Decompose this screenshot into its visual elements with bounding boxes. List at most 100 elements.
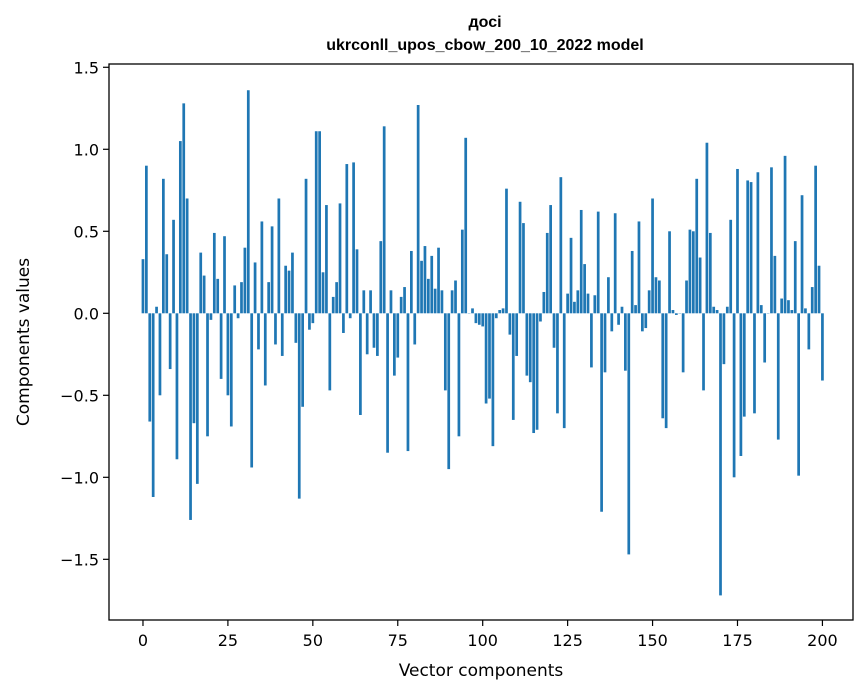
bar-180 <box>753 313 756 414</box>
bar-187 <box>776 313 780 440</box>
bar-51 <box>314 131 318 314</box>
bar-162 <box>691 231 695 314</box>
y-tick-label: 1.5 <box>74 58 99 77</box>
bar-130 <box>583 264 586 314</box>
bar-106 <box>501 308 505 314</box>
bar-75 <box>396 313 400 358</box>
bar-119 <box>545 232 549 314</box>
bar-182 <box>759 305 763 314</box>
y-tick-label: −1.0 <box>60 468 99 487</box>
bar-115 <box>532 313 536 434</box>
bar-195 <box>804 308 807 314</box>
x-tick-label: 150 <box>637 631 668 650</box>
bar-83 <box>423 246 427 314</box>
bar-24 <box>223 236 226 314</box>
bar-48 <box>304 178 308 314</box>
bar-74 <box>393 313 396 376</box>
bar-80 <box>413 313 417 345</box>
bar-20 <box>209 313 213 320</box>
bar-21 <box>212 232 216 314</box>
bar-193 <box>797 313 800 476</box>
bar-197 <box>810 287 814 314</box>
bar-6 <box>162 178 165 314</box>
bar-42 <box>284 265 288 314</box>
bar-16 <box>195 313 199 484</box>
bar-92 <box>454 280 457 314</box>
bar-57 <box>335 282 338 314</box>
bar-33 <box>253 262 257 314</box>
bar-13 <box>185 198 189 314</box>
x-tick-label: 25 <box>218 631 238 650</box>
x-tick-label: 175 <box>722 631 753 650</box>
bars-group <box>141 90 824 596</box>
bar-146 <box>637 221 641 314</box>
x-axis-label: Vector components <box>399 661 564 681</box>
bar-93 <box>457 313 461 437</box>
bar-181 <box>756 172 760 314</box>
bar-145 <box>634 305 637 314</box>
bar-45 <box>294 313 298 343</box>
bar-36 <box>263 313 267 386</box>
bar-87 <box>437 247 440 314</box>
bar-124 <box>562 313 566 429</box>
bar-198 <box>814 165 817 314</box>
bar-49 <box>308 313 311 330</box>
bar-112 <box>522 223 525 314</box>
bar-86 <box>433 288 437 314</box>
bar-34 <box>257 313 260 350</box>
bar-15 <box>192 313 196 424</box>
bar-66 <box>365 313 369 355</box>
bar-166 <box>705 142 709 314</box>
bar-100 <box>481 313 485 327</box>
bar-142 <box>624 313 627 371</box>
bar-189 <box>783 155 787 314</box>
bar-127 <box>573 301 576 314</box>
x-tick-label: 200 <box>807 631 838 650</box>
bar-64 <box>359 313 362 415</box>
bar-101 <box>484 313 488 404</box>
bar-58 <box>338 203 342 314</box>
bar-2 <box>148 313 152 422</box>
bar-153 <box>661 313 665 419</box>
bar-25 <box>226 313 230 396</box>
bar-72 <box>386 313 389 453</box>
y-tick-label: −0.5 <box>60 386 99 405</box>
bar-135 <box>600 313 603 512</box>
bar-168 <box>712 306 716 314</box>
bar-53 <box>321 272 325 314</box>
bar-60 <box>345 164 349 314</box>
bar-94 <box>460 229 464 314</box>
bar-132 <box>590 313 593 368</box>
bar-69 <box>376 313 379 356</box>
bar-97 <box>471 308 474 314</box>
bar-151 <box>654 277 658 314</box>
bar-118 <box>542 291 546 314</box>
bar-177 <box>742 313 746 417</box>
bar-170 <box>719 313 722 596</box>
bar-70 <box>379 241 383 314</box>
bar-95 <box>464 137 468 314</box>
y-tick-label: 0.5 <box>74 222 99 241</box>
bar-192 <box>793 241 797 314</box>
bar-18 <box>202 275 206 314</box>
bar-157 <box>674 313 678 315</box>
bar-61 <box>348 313 352 319</box>
bar-134 <box>596 211 600 314</box>
bar-65 <box>362 290 366 314</box>
x-tick-label: 100 <box>467 631 498 650</box>
bar-44 <box>291 252 294 314</box>
bar-185 <box>770 167 773 314</box>
bar-52 <box>318 131 321 314</box>
bar-38 <box>270 226 274 314</box>
bar-67 <box>369 290 372 314</box>
bar-150 <box>651 198 654 314</box>
bar-98 <box>474 313 478 324</box>
bar-81 <box>416 105 420 314</box>
bar-194 <box>800 195 804 314</box>
bar-1 <box>145 165 148 314</box>
x-tick-label: 0 <box>138 631 148 650</box>
bar-176 <box>739 313 743 456</box>
bar-79 <box>410 250 413 314</box>
bar-27 <box>233 285 237 314</box>
